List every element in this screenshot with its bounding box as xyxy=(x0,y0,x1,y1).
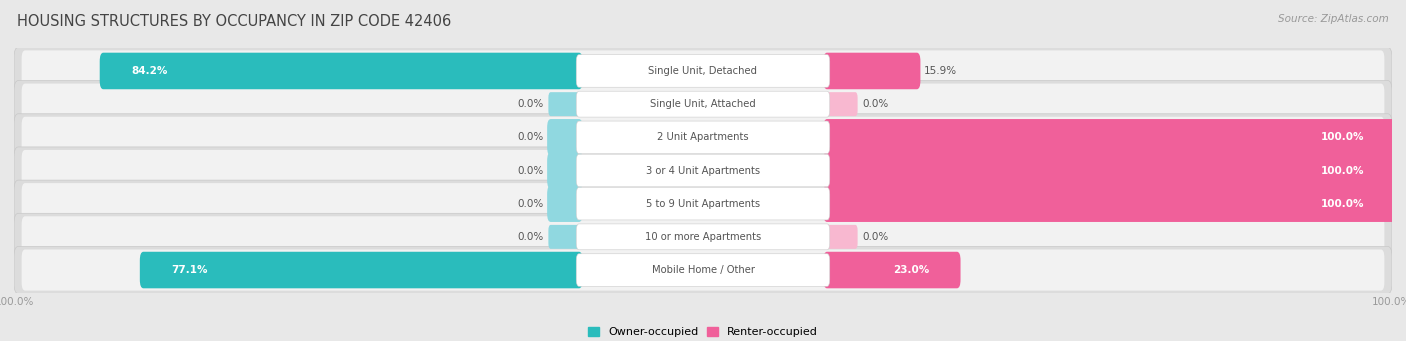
FancyBboxPatch shape xyxy=(21,150,1385,191)
FancyBboxPatch shape xyxy=(14,80,1392,128)
FancyBboxPatch shape xyxy=(548,92,581,116)
FancyBboxPatch shape xyxy=(14,114,1392,161)
FancyBboxPatch shape xyxy=(14,147,1392,194)
FancyBboxPatch shape xyxy=(100,53,582,89)
FancyBboxPatch shape xyxy=(21,84,1385,125)
Text: 0.0%: 0.0% xyxy=(517,99,544,109)
Text: 0.0%: 0.0% xyxy=(517,165,544,176)
Text: 100.0%: 100.0% xyxy=(1320,165,1364,176)
Text: Single Unit, Attached: Single Unit, Attached xyxy=(650,99,756,109)
Text: 0.0%: 0.0% xyxy=(862,232,889,242)
Text: 100.0%: 100.0% xyxy=(1320,132,1364,142)
Text: 15.9%: 15.9% xyxy=(924,66,957,76)
FancyBboxPatch shape xyxy=(21,183,1385,224)
Text: 0.0%: 0.0% xyxy=(862,99,889,109)
FancyBboxPatch shape xyxy=(547,119,582,155)
FancyBboxPatch shape xyxy=(14,213,1392,261)
FancyBboxPatch shape xyxy=(824,252,960,288)
FancyBboxPatch shape xyxy=(576,188,830,220)
Text: HOUSING STRUCTURES BY OCCUPANCY IN ZIP CODE 42406: HOUSING STRUCTURES BY OCCUPANCY IN ZIP C… xyxy=(17,14,451,29)
Legend: Owner-occupied, Renter-occupied: Owner-occupied, Renter-occupied xyxy=(583,323,823,341)
FancyBboxPatch shape xyxy=(825,92,858,116)
Text: Source: ZipAtlas.com: Source: ZipAtlas.com xyxy=(1278,14,1389,24)
Text: 10 or more Apartments: 10 or more Apartments xyxy=(645,232,761,242)
FancyBboxPatch shape xyxy=(824,119,1396,155)
FancyBboxPatch shape xyxy=(825,225,858,249)
FancyBboxPatch shape xyxy=(824,53,921,89)
Text: 84.2%: 84.2% xyxy=(131,66,167,76)
FancyBboxPatch shape xyxy=(548,225,581,249)
Text: Single Unit, Detached: Single Unit, Detached xyxy=(648,66,758,76)
FancyBboxPatch shape xyxy=(139,252,582,288)
FancyBboxPatch shape xyxy=(576,91,830,117)
FancyBboxPatch shape xyxy=(547,152,582,189)
FancyBboxPatch shape xyxy=(576,254,830,286)
FancyBboxPatch shape xyxy=(576,224,830,250)
Text: 100.0%: 100.0% xyxy=(1320,199,1364,209)
FancyBboxPatch shape xyxy=(824,152,1396,189)
Text: 3 or 4 Unit Apartments: 3 or 4 Unit Apartments xyxy=(645,165,761,176)
Text: 0.0%: 0.0% xyxy=(517,232,544,242)
FancyBboxPatch shape xyxy=(21,50,1385,91)
Text: Mobile Home / Other: Mobile Home / Other xyxy=(651,265,755,275)
FancyBboxPatch shape xyxy=(14,247,1392,294)
Text: 5 to 9 Unit Apartments: 5 to 9 Unit Apartments xyxy=(645,199,761,209)
Text: 2 Unit Apartments: 2 Unit Apartments xyxy=(657,132,749,142)
Text: 23.0%: 23.0% xyxy=(893,265,929,275)
FancyBboxPatch shape xyxy=(576,154,830,187)
Text: 0.0%: 0.0% xyxy=(517,132,544,142)
Text: 77.1%: 77.1% xyxy=(172,265,208,275)
FancyBboxPatch shape xyxy=(824,186,1396,222)
FancyBboxPatch shape xyxy=(576,55,830,87)
FancyBboxPatch shape xyxy=(21,216,1385,257)
FancyBboxPatch shape xyxy=(547,186,582,222)
FancyBboxPatch shape xyxy=(21,250,1385,291)
FancyBboxPatch shape xyxy=(14,180,1392,227)
FancyBboxPatch shape xyxy=(576,121,830,153)
Text: 0.0%: 0.0% xyxy=(517,199,544,209)
FancyBboxPatch shape xyxy=(21,117,1385,158)
FancyBboxPatch shape xyxy=(14,47,1392,94)
